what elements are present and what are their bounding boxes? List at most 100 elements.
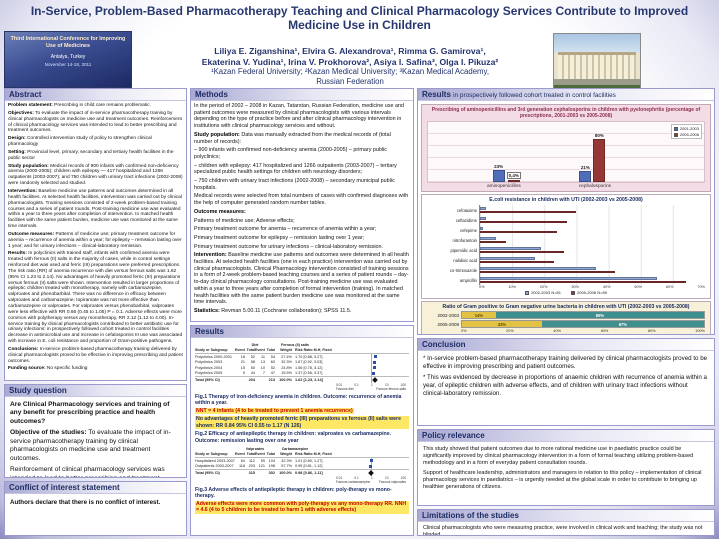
chart-row: 2002-2003 14% 86%: [427, 311, 705, 320]
events-2: 10: [260, 365, 265, 370]
limitations-header: Limitations of the studies: [418, 510, 714, 522]
total-1: 44: [250, 371, 255, 376]
paragraph-text: No specific funding: [46, 366, 88, 372]
legend-item: 2005-2008: [673, 132, 699, 137]
affiliations-line2: Russian Federation: [316, 77, 384, 87]
methods-panel: Methods In the period of 2002 – 2008 in …: [190, 88, 414, 322]
objective-text: To evaluate the impact of in-service pha…: [10, 429, 171, 462]
total-label: Total (95% CI): [195, 470, 220, 475]
methods-paragraph: Primary treatment outcome for epilepsy –…: [194, 235, 410, 242]
forest-plot-cell: [336, 470, 406, 476]
abstract-paragraph: Outcome measures: Patterns of medicine u…: [8, 232, 183, 250]
bar: [480, 207, 487, 210]
category-label: co-trimoxazole: [449, 267, 477, 273]
methods-paragraph: Intervention: Baseline medicine use patt…: [194, 252, 410, 306]
column-header: Study or Subgroup: [195, 452, 228, 457]
paragraph-text: Medical records of 900 infants with conf…: [8, 163, 183, 187]
category-label: nalidixic acid: [453, 257, 477, 263]
chart-legend: Gram positive Gram negative: [423, 334, 709, 335]
paragraph-label: Intervention:: [194, 252, 227, 259]
bar: [593, 138, 606, 182]
methods-paragraph: Patterns of medicine use; Adverse effect…: [194, 218, 410, 225]
bar: [480, 270, 615, 274]
axis-tick: 0.1: [354, 382, 359, 387]
bar-value-label: 80%: [594, 132, 604, 138]
abstract-paragraph: Conclusions: In-service problem-based ph…: [8, 347, 183, 365]
abstract-paragraph: Setting: Provincial level, primary, seco…: [8, 150, 183, 162]
x-tick: 40%: [553, 329, 562, 334]
legend-label: Gram positive: [536, 334, 561, 335]
bar: [480, 240, 506, 244]
legend-label: 2005-2008 N=89: [577, 290, 607, 296]
results-figures-header: Results: [191, 326, 413, 338]
paragraph-label: Conclusions:: [8, 346, 39, 352]
bar-wrapper: 21%: [579, 165, 592, 182]
x-tick-labels: 0% 20% 40% 60% 80% 100%: [461, 329, 705, 333]
prescribing-chart: Prescribing of aminopenicillins and 3rd …: [421, 104, 711, 192]
paragraph-text: Controlled intervention study of policy …: [8, 136, 152, 148]
paragraph-text: Prescribing in child care remains proble…: [54, 103, 151, 108]
column-header: Total: [246, 348, 255, 353]
abstract-paragraph: Funding source: No specific funding: [8, 366, 183, 372]
x-tick: 40%: [602, 285, 611, 290]
policy-text: Support of healthcare leadership, admini…: [423, 470, 702, 491]
bar-segment: 86%: [495, 312, 704, 319]
author-names-line2: Ekaterina V. Yudina¹, Irina V. Prokhorov…: [201, 56, 499, 67]
paragraph-text: Patterns of medicine use; primary treatm…: [8, 231, 182, 249]
methods-paragraph: Primary treatment outcome for anemia – r…: [194, 226, 410, 233]
conclusion-panel: Conclusion * In-service problem-based ph…: [417, 338, 715, 426]
forest-row: Polyclinics 2004 15 50 10 52 24.8% 1.56 [0.78,…: [195, 365, 409, 371]
conference-photo: Third International Conference for Impro…: [4, 31, 132, 88]
x-tick: 20%: [539, 285, 548, 290]
study-label: Hospitalized 2003-2007: [195, 458, 235, 463]
policy-item: Support of healthcare leadership, admini…: [423, 470, 709, 491]
column-header: Events: [255, 348, 265, 353]
legend-swatch: [525, 290, 530, 295]
conference-name: Third International Conference for Impro…: [10, 36, 126, 49]
axis-tick: 10: [384, 382, 389, 387]
x-axis-spacer: [427, 329, 461, 333]
events-2: 11: [261, 354, 265, 359]
bar: [480, 277, 657, 280]
limitations-body: Clinical pharmacologists who were measur…: [418, 522, 714, 535]
risk-ratio: 1.37 [0.56, 3.37]: [295, 371, 323, 376]
chart-row: ampicillin: [427, 275, 705, 286]
paragraph-text: Primary treatment outcome for epilepsy –…: [194, 234, 365, 241]
legend-item: Gram negative: [570, 334, 602, 335]
group-label-right: Carbamazepine: [281, 446, 309, 451]
favours-labels: Favours carbamazepine Favours valproates: [336, 480, 406, 484]
conclusion-text: * This was evidenced by decrease in prop…: [423, 374, 707, 398]
methods-body: In the period of 2002 – 2008 in Kazan, T…: [191, 101, 413, 319]
category-label: pipemidic acid: [450, 247, 477, 253]
paragraph-label: Results:: [8, 251, 27, 257]
methods-paragraph: – children with epilepsy: 417 hospitaliz…: [194, 163, 410, 176]
results-header-rest: in prospectively followed cohort treated…: [453, 92, 616, 99]
paragraph-label: Outcome measures:: [194, 208, 246, 215]
axis-tick: 0.1: [354, 475, 359, 480]
methods-paragraph: Study population: Data was manually extr…: [194, 132, 410, 145]
paragraph-label: Study population:: [8, 163, 49, 169]
chart-row: cefepime: [427, 225, 705, 236]
bar-segment: 67%: [541, 321, 704, 328]
legend-item: 2002-2003 N=81: [525, 290, 561, 295]
forest-table: Diet Ferrous (II) salts Study or Subgroup E…: [195, 342, 409, 391]
study-question-body: Are Clinical Pharmacology services and t…: [5, 397, 186, 477]
risk-ratio: 0.95 [0.81, 1.12]: [295, 464, 323, 469]
favours-right: Favours valproates: [378, 479, 406, 484]
forest-header: Study or SubgroupEventsTotalEventsTotalW…: [195, 348, 409, 354]
events-1: 21: [240, 360, 245, 365]
axis-tick: 0.01: [336, 475, 343, 480]
category-labels: aminopenicillins cephalosporins: [423, 183, 709, 190]
results-charts-header: Results in prospectively followed cohort…: [418, 89, 714, 101]
bars-area: [479, 205, 705, 216]
paragraph-text: – 750 children with urinary tract infect…: [194, 178, 395, 191]
category-label: 2005-2008: [437, 321, 459, 327]
total-1: 315: [248, 470, 255, 475]
bar: [480, 280, 686, 284]
risk-ratio: 0.98 [0.86, 1.11]: [295, 470, 323, 475]
category-label: nitrofurantoin: [452, 237, 477, 243]
total-2: 54: [270, 354, 275, 359]
forest-plot-cell: [336, 354, 406, 360]
study-question-panel: Study question Are Clinical Pharmacology…: [4, 384, 187, 478]
x-axis: 0% 20% 40% 60% 80% 100%: [427, 329, 705, 333]
